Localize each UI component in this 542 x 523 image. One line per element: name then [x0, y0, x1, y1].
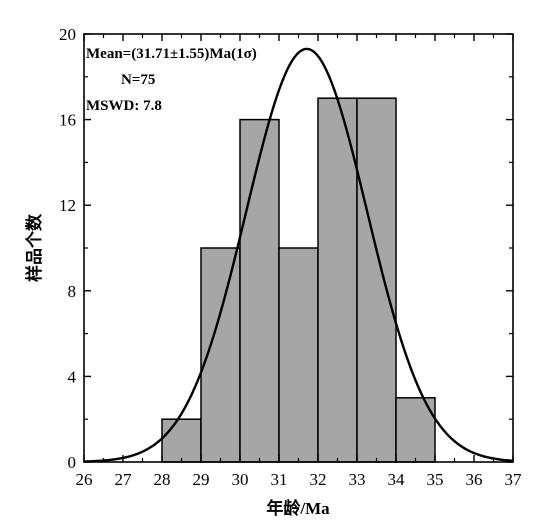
mswd-annotation: MSWD: 7.8: [86, 98, 162, 114]
x-tick-label: 35: [427, 470, 444, 489]
normal-curve: [83, 47, 514, 463]
x-tick-label: 27: [115, 470, 133, 489]
histogram-bar: [278, 247, 319, 463]
histogram-bar: [356, 97, 397, 463]
x-axis-title: 年龄/Ma: [266, 498, 330, 518]
x-tick-label: 36: [466, 470, 483, 489]
x-tick-label: 26: [76, 470, 93, 489]
axis-ticks: 26 27 28 29 30 31 32 33 34 35 36 37 0 4 8 12 16 20: [59, 25, 522, 489]
x-tick-label: 33: [349, 470, 366, 489]
x-tick-label: 28: [154, 470, 171, 489]
x-tick-label: 31: [271, 470, 288, 489]
y-tick-label: 0: [68, 453, 77, 472]
bars-layer: [161, 97, 436, 463]
x-tick-label: 37: [505, 470, 523, 489]
mean-annotation: Mean=(31.71±1.55)Ma(1σ): [86, 46, 257, 62]
histogram-bar: [161, 418, 202, 463]
y-tick-label: 16: [59, 111, 76, 130]
y-tick-label: 4: [68, 367, 77, 386]
x-tick-label: 34: [388, 470, 406, 489]
histogram-bar: [239, 118, 280, 463]
x-tick-label: 29: [193, 470, 210, 489]
histogram-bar: [317, 97, 358, 463]
y-tick-label: 8: [68, 282, 77, 301]
x-tick-label: 30: [232, 470, 249, 489]
y-tick-label: 20: [59, 25, 76, 44]
n-annotation: N=75: [121, 72, 155, 88]
x-tick-label: 32: [310, 470, 327, 489]
y-tick-label: 12: [59, 196, 76, 215]
y-axis-title: 样品个数: [24, 213, 44, 282]
